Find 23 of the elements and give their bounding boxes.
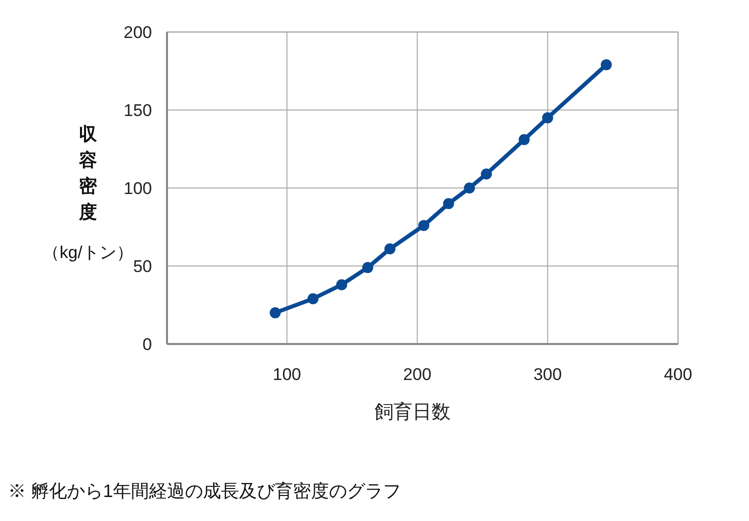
x-tick-label: 300 xyxy=(533,365,562,384)
point xyxy=(518,134,530,146)
point xyxy=(418,220,430,231)
point xyxy=(336,279,348,290)
x-tick-label: 200 xyxy=(403,365,432,384)
point xyxy=(600,59,612,70)
y-tick-label: 100 xyxy=(124,179,152,198)
x-tick-label: 100 xyxy=(272,365,302,384)
point xyxy=(384,243,396,254)
point xyxy=(464,182,475,194)
y-tick-label: 150 xyxy=(124,101,152,120)
point xyxy=(443,198,454,210)
y-tick-label: 0 xyxy=(142,335,152,354)
x-axis-title: 飼育日数 xyxy=(374,401,450,423)
point xyxy=(542,112,554,124)
y-tick-label: 200 xyxy=(124,23,152,42)
point xyxy=(270,307,281,318)
text: ※ 孵化から1年間経過の成長及び育密度のグラフ xyxy=(8,481,402,501)
point xyxy=(480,168,492,180)
point xyxy=(362,262,374,274)
point xyxy=(308,293,318,304)
y-tick-label: 50 xyxy=(133,257,152,276)
x-tick-label: 400 xyxy=(664,365,692,384)
